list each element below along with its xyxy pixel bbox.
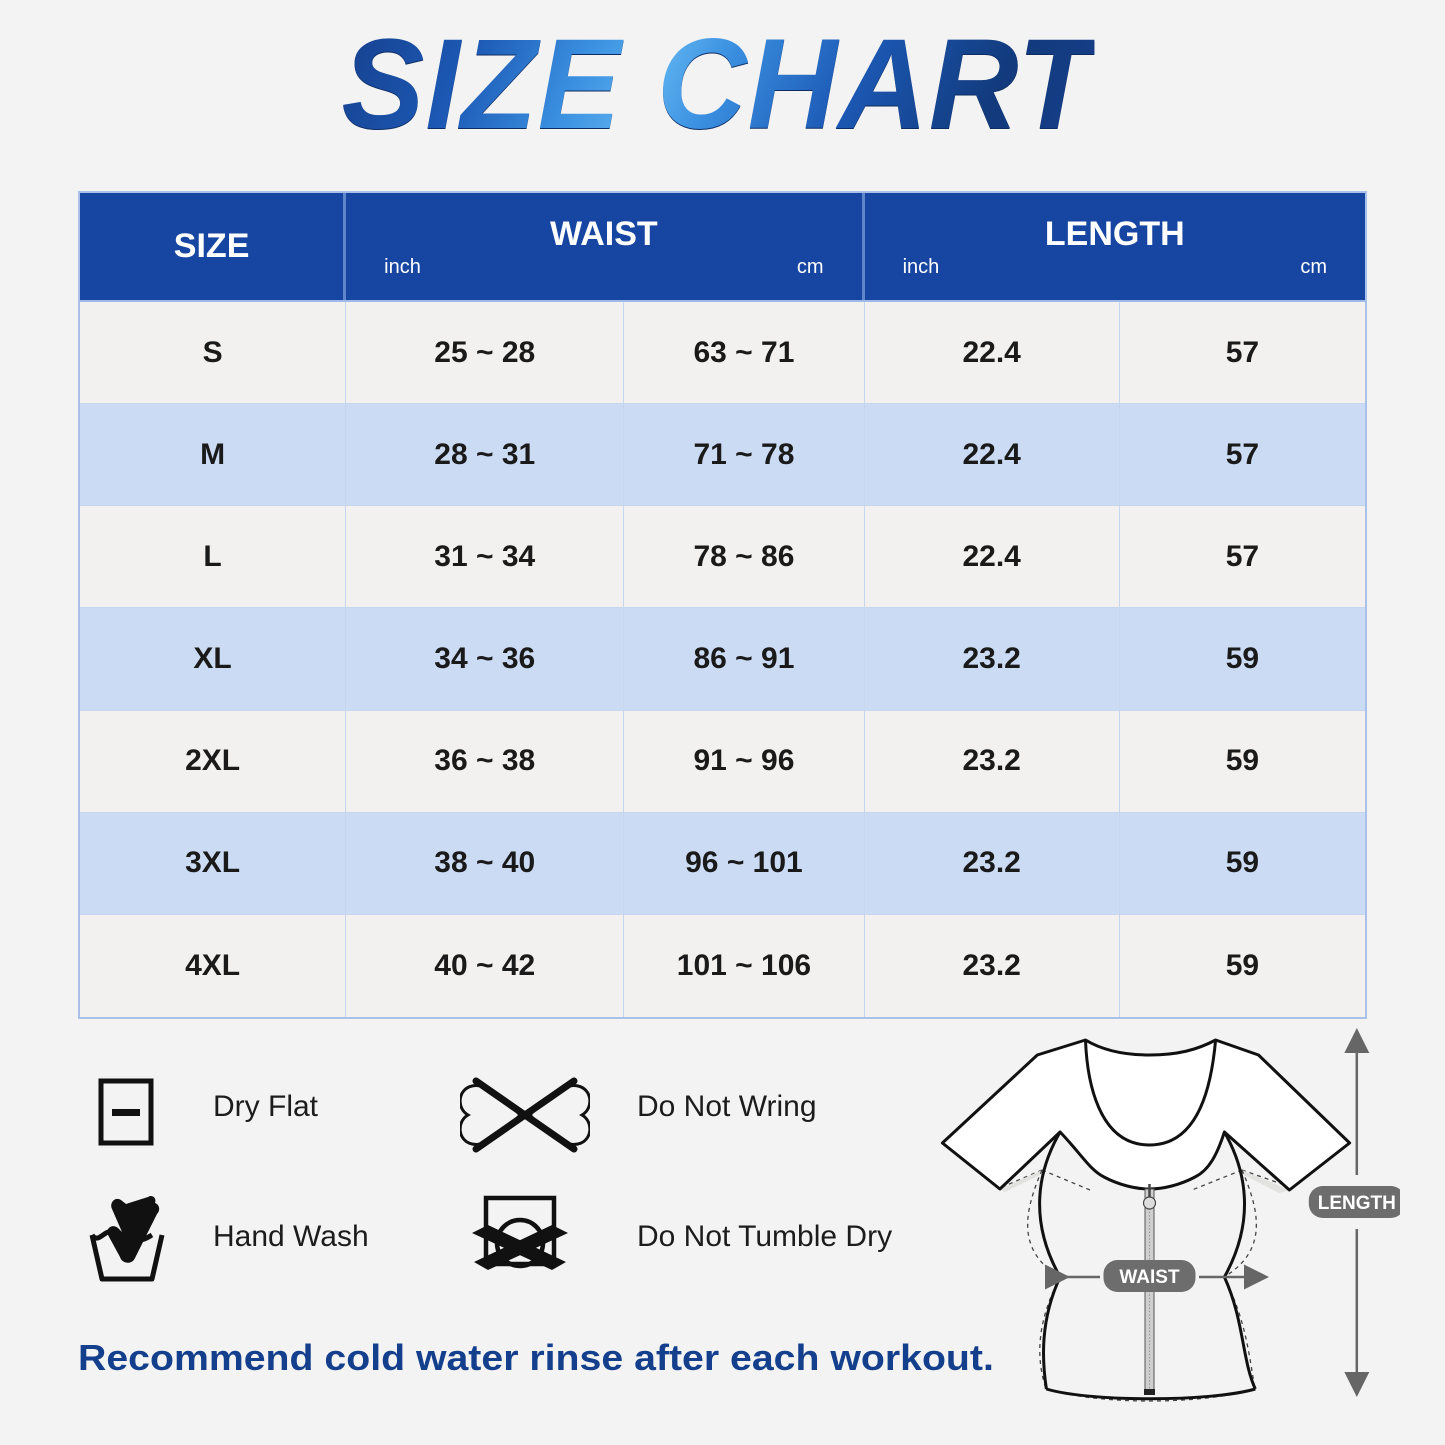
svg-text:LENGTH: LENGTH (1318, 1193, 1396, 1214)
svg-text:WAIST: WAIST (1119, 1267, 1180, 1288)
